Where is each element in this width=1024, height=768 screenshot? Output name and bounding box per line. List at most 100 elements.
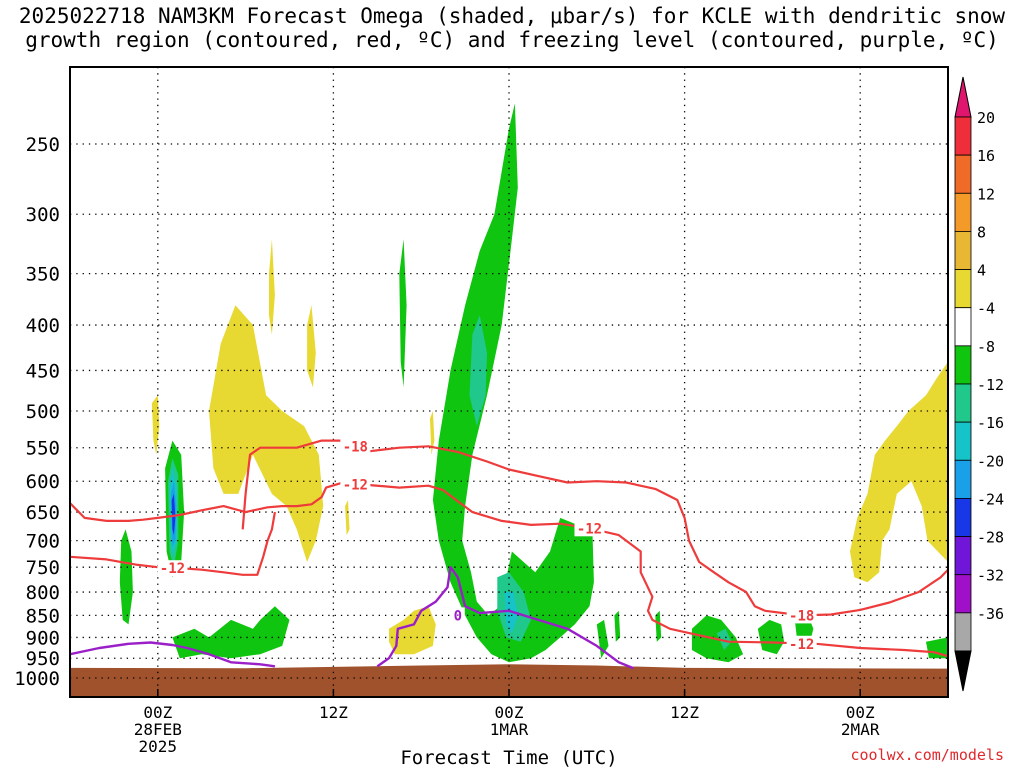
freezing-label-bg-0	[450, 607, 465, 624]
omega-region-25	[389, 606, 436, 655]
dgz-label-bg-1	[340, 476, 371, 493]
dgz-label-bg-2	[574, 520, 605, 537]
colorbar-swatch-7	[954, 383, 972, 423]
omega-region-14	[655, 610, 662, 642]
y-tick-label-900: 900	[26, 627, 60, 649]
y-axis-labels: 2503003504004505005506006507007508008509…	[14, 134, 60, 690]
colorbar-swatch-11	[954, 536, 972, 576]
colorbar-swatch-3	[954, 231, 972, 270]
dgz-label-bg-4	[786, 607, 817, 624]
omega-region-23	[307, 305, 316, 388]
omega-region-7	[399, 239, 407, 388]
chart-title-line-1: 2025022718 NAM3KM Forecast Omega (shaded…	[18, 4, 1006, 28]
y-tick-label-700: 700	[26, 531, 60, 553]
y-tick-label-350: 350	[26, 264, 60, 286]
colorbar-label-11: -28	[977, 529, 1004, 547]
colorbar-label-5: -4	[977, 300, 995, 318]
grid-layer	[70, 67, 948, 697]
omega-region-6	[172, 606, 290, 659]
y-tick-label-850: 850	[26, 605, 60, 627]
x-tick-label-30-1: 1MAR	[490, 720, 529, 739]
freezing-contour-1	[376, 566, 634, 670]
omega-region-5	[171, 493, 176, 536]
colorbar-label-10: -24	[977, 490, 1004, 508]
freezing-contour-0	[70, 641, 276, 668]
colorbar-label-1: 16	[977, 147, 995, 165]
colorbar-label-0: 20	[977, 109, 995, 127]
omega-region-22	[209, 305, 324, 562]
omega-region-16	[716, 628, 732, 650]
chart-title: 2025022718 NAM3KM Forecast Omega (shaded…	[0, 4, 1024, 52]
x-axis-title: Forecast Time (UTC)	[400, 747, 617, 768]
freezing-label-0: 0	[454, 608, 462, 624]
chart-title-line-2: growth region (contoured, red, ºC) and f…	[25, 28, 999, 52]
colorbar-swatch-13	[954, 612, 972, 652]
colorbar-label-6: -8	[977, 338, 995, 356]
y-tick-label-950: 950	[26, 648, 60, 670]
source-credit: coolwx.com/models	[850, 746, 1004, 764]
colorbar-swatch-0	[954, 116, 972, 156]
x-tick-label-6-1: 28FEB	[134, 720, 182, 739]
colorbar-swatch-9	[954, 459, 972, 499]
dgz-contour-1	[70, 482, 948, 658]
y-tick-label-650: 650	[26, 502, 60, 524]
x-tick-label-6-0: 00Z	[143, 703, 172, 722]
y-tick-label-600: 600	[26, 471, 60, 493]
colorbar-top-arrow	[954, 76, 972, 118]
omega-region-13	[614, 610, 621, 642]
omega-region-21	[269, 239, 275, 335]
dgz-label-0: -18	[343, 439, 368, 455]
dgz-label-3: -12	[160, 561, 185, 577]
colorbar-bottom-arrow	[954, 650, 972, 692]
x-tick-label-18-0: 12Z	[319, 703, 348, 722]
y-tick-label-1000: 1000	[14, 668, 60, 690]
colorbar-label-3: 8	[977, 223, 986, 241]
dgz-contour-2	[70, 511, 276, 576]
terrain-layer	[70, 664, 948, 697]
y-tick-label-550: 550	[26, 438, 60, 460]
y-tick-label-750: 750	[26, 557, 60, 579]
omega-region-8	[432, 103, 594, 663]
omega-region-24	[345, 500, 350, 536]
colorbar-label-2: 12	[977, 185, 995, 203]
dgz-label-bg-3	[157, 560, 188, 577]
omega-region-27	[850, 361, 948, 583]
colorbar-label-8: -16	[977, 414, 1004, 432]
plot-frame	[69, 66, 949, 698]
omega-region-9	[469, 315, 487, 427]
omega-region-17	[757, 619, 785, 655]
x-tick-label-54-0: 00Z	[846, 703, 875, 722]
contour-layer: -18 -12 -12 -12 -18 -12 0	[70, 438, 948, 670]
omega-shading-layer	[119, 103, 948, 663]
colorbar: 20 16 12 8 4 -4 -8 -12 -16 -20 -24 -28 -32 -36	[954, 76, 1004, 692]
colorbar-label-7: -12	[977, 376, 1004, 394]
x-tick-label-30-0: 00Z	[495, 703, 524, 722]
omega-region-0	[119, 529, 133, 625]
colorbar-label-9: -20	[977, 452, 1004, 470]
colorbar-swatch-1	[954, 154, 972, 194]
dgz-label-1: -12	[343, 477, 368, 493]
dgz-label-4: -18	[789, 608, 814, 624]
y-tick-label-450: 450	[26, 360, 60, 382]
colorbar-label-12: -32	[977, 567, 1004, 585]
x-tick-label-6-2: 2025	[139, 737, 178, 756]
colorbar-swatch-8	[954, 421, 972, 461]
x-tick-label-42-0: 12Z	[670, 703, 699, 722]
colorbar-swatch-10	[954, 498, 972, 537]
dgz-label-2: -12	[577, 521, 602, 537]
omega-region-12	[596, 619, 609, 659]
dgz-label-bg-5	[786, 635, 817, 652]
dgz-label-5: -12	[789, 637, 814, 653]
colorbar-swatch-5	[954, 307, 972, 347]
colorbar-swatch-4	[954, 269, 972, 309]
y-tick-label-500: 500	[26, 401, 60, 423]
y-tick-label-250: 250	[26, 134, 60, 156]
x-tick-label-54-1: 2MAR	[841, 720, 880, 739]
colorbar-label-13: -36	[977, 605, 1004, 623]
colorbar-swatch-2	[954, 192, 972, 232]
y-tick-label-300: 300	[26, 204, 60, 226]
omega-region-26	[430, 411, 435, 455]
colorbar-swatch-12	[954, 574, 972, 614]
